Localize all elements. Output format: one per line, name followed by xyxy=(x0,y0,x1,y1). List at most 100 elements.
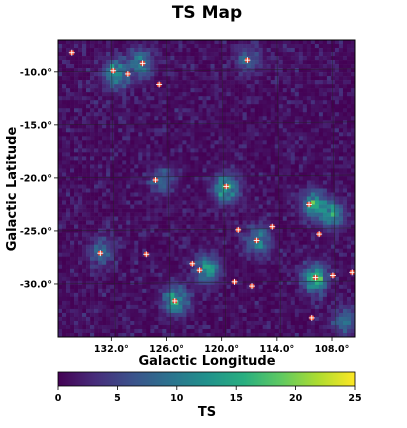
heatmap-cell xyxy=(282,252,288,258)
heatmap-cell xyxy=(74,156,79,161)
heatmap-cell xyxy=(158,148,163,153)
heatmap-cell xyxy=(266,112,272,117)
heatmap-cell xyxy=(346,268,352,274)
heatmap-cell xyxy=(134,300,139,306)
heatmap-cell xyxy=(226,228,231,233)
heatmap-cell xyxy=(242,164,247,169)
heatmap-cell xyxy=(58,252,63,258)
heatmap-cell xyxy=(102,104,107,109)
heatmap-cell xyxy=(322,216,328,221)
heatmap-cell xyxy=(94,280,99,286)
heatmap-cell xyxy=(218,220,223,225)
heatmap-cell xyxy=(86,260,91,266)
heatmap-cell xyxy=(90,292,95,298)
heatmap-cell xyxy=(98,296,103,302)
heatmap-cell xyxy=(142,284,147,290)
heatmap-cell xyxy=(174,92,179,97)
heatmap-cell xyxy=(262,304,267,310)
heatmap-cell xyxy=(86,256,91,262)
heatmap-cell xyxy=(122,184,127,189)
heatmap-cell xyxy=(302,288,308,294)
heatmap-cell xyxy=(262,236,267,241)
heatmap-cell xyxy=(250,64,255,69)
heatmap-cell xyxy=(62,288,67,294)
heatmap-cell xyxy=(218,256,223,262)
heatmap-cell xyxy=(294,296,300,302)
heatmap-cell xyxy=(266,168,272,173)
heatmap-cell xyxy=(138,72,143,77)
heatmap-cell xyxy=(314,136,320,141)
heatmap-cell xyxy=(142,84,147,89)
heatmap-cell xyxy=(162,172,167,177)
heatmap-cell xyxy=(66,140,71,145)
heatmap-cell xyxy=(122,100,127,105)
heatmap-cell xyxy=(194,236,199,241)
heatmap-cell xyxy=(278,248,284,254)
heatmap-cell xyxy=(254,300,259,306)
heatmap-cell xyxy=(322,100,328,105)
heatmap-cell xyxy=(66,96,71,101)
heatmap-cell xyxy=(182,196,187,201)
heatmap-cell xyxy=(90,144,95,149)
heatmap-cell xyxy=(218,136,223,141)
heatmap-cell xyxy=(94,308,99,314)
heatmap-cell xyxy=(306,56,312,61)
heatmap-cell xyxy=(290,232,296,237)
heatmap-cell xyxy=(202,224,207,229)
heatmap-cell xyxy=(298,144,304,149)
heatmap-cell xyxy=(62,196,67,201)
heatmap-cell xyxy=(258,148,263,153)
heatmap-cell xyxy=(114,88,119,93)
heatmap-cell xyxy=(278,300,284,306)
heatmap-cell xyxy=(126,80,131,85)
heatmap-cell xyxy=(342,108,348,113)
heatmap-cell xyxy=(142,148,147,153)
heatmap-cell xyxy=(150,108,155,113)
heatmap-cell xyxy=(338,68,344,73)
heatmap-cell xyxy=(186,204,191,209)
heatmap-cell xyxy=(178,120,183,125)
heatmap-cell xyxy=(170,192,175,197)
heatmap-cell xyxy=(326,300,332,306)
heatmap-cell xyxy=(318,76,324,81)
heatmap-cell xyxy=(178,132,183,137)
heatmap-cell xyxy=(138,172,143,177)
heatmap-cell xyxy=(110,148,115,153)
heatmap-cell xyxy=(190,204,195,209)
heatmap-cell xyxy=(230,224,235,229)
heatmap-cell xyxy=(306,136,312,141)
heatmap-cell xyxy=(286,244,292,249)
heatmap-cell xyxy=(78,216,83,221)
heatmap-cell xyxy=(306,224,312,229)
heatmap-cell xyxy=(122,284,127,290)
heatmap-cell xyxy=(94,44,99,49)
heatmap-cell xyxy=(322,128,328,133)
heatmap-cell xyxy=(198,292,203,298)
heatmap-cell xyxy=(270,232,276,237)
heatmap-cell xyxy=(78,304,83,310)
heatmap-cell xyxy=(270,208,276,213)
heatmap-cell xyxy=(206,240,211,245)
heatmap-cell xyxy=(222,180,227,185)
heatmap-cell xyxy=(102,272,107,278)
heatmap-cell xyxy=(150,216,155,221)
heatmap-cell xyxy=(134,240,139,245)
heatmap-cell xyxy=(126,284,131,290)
heatmap-cell xyxy=(166,76,171,81)
heatmap-cell xyxy=(82,84,87,89)
heatmap-cell xyxy=(262,224,267,229)
heatmap-cell xyxy=(338,240,344,245)
heatmap-cell xyxy=(234,132,239,137)
heatmap-cell xyxy=(150,168,155,173)
heatmap-cell xyxy=(178,176,183,181)
heatmap-cell xyxy=(322,304,328,310)
heatmap-cell xyxy=(290,252,296,258)
heatmap-cell xyxy=(234,260,239,266)
heatmap-cell xyxy=(126,244,131,249)
heatmap-cell xyxy=(318,248,324,254)
heatmap-cell xyxy=(302,100,308,105)
heatmap-cell xyxy=(94,124,99,129)
heatmap-cell xyxy=(218,60,223,65)
heatmap-cell xyxy=(166,284,171,290)
heatmap-cell xyxy=(326,132,332,137)
